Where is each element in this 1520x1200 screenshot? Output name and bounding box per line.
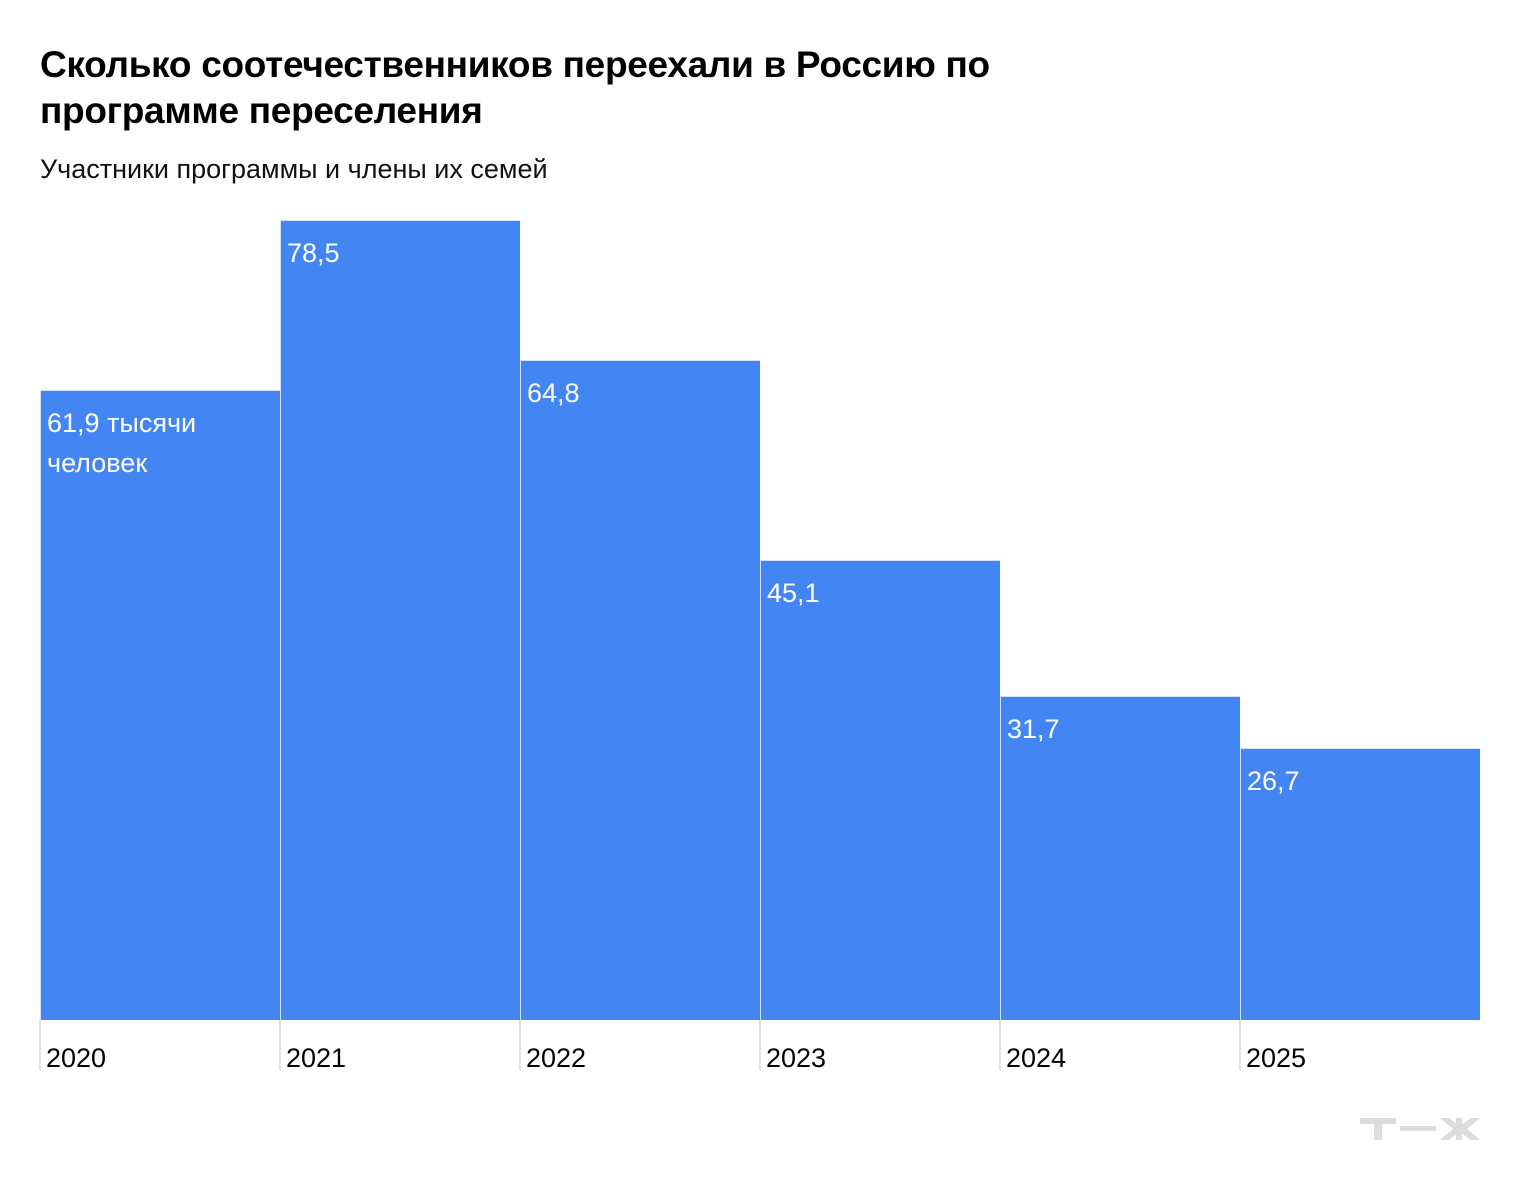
gridline [759, 1020, 761, 1070]
x-tick-label: 2022 [526, 1043, 587, 1073]
bar-2020: 61,9 тысячи человек [40, 390, 280, 1020]
bar-value-label: 64,8 [527, 378, 580, 408]
chart-title: Сколько соотечественников переехали в Ро… [40, 44, 990, 131]
gridline [279, 1020, 281, 1070]
gridline [1239, 1020, 1241, 1070]
bar-value-label: 31,7 [1007, 714, 1060, 744]
bar-2022: 64,8 [520, 360, 760, 1020]
bar-value-label: 45,1 [767, 578, 820, 608]
x-tick-label: 2023 [766, 1043, 827, 1073]
bar-value-label: 61,9 тысячи человек [47, 408, 197, 478]
gridline [519, 1020, 521, 1070]
gridline [999, 1020, 1001, 1070]
x-tick-label: 2021 [286, 1043, 347, 1073]
x-tick-label: 2024 [1006, 1043, 1067, 1073]
tzh-logo-icon [1360, 1118, 1480, 1140]
bar-2024: 31,7 [1000, 696, 1240, 1020]
bar-value-label: 26,7 [1247, 766, 1300, 796]
x-tick-label: 2025 [1246, 1043, 1307, 1073]
gridline [39, 1020, 41, 1070]
bar-2021: 78,5 [280, 220, 520, 1020]
bar-value-label: 78,5 [287, 238, 340, 268]
chart-subtitle: Участники программы и члены их семей [40, 154, 548, 184]
x-tick-label: 2020 [46, 1043, 107, 1073]
bar-2025: 26,7 [1240, 748, 1480, 1020]
bar-2023: 45,1 [760, 560, 1000, 1020]
